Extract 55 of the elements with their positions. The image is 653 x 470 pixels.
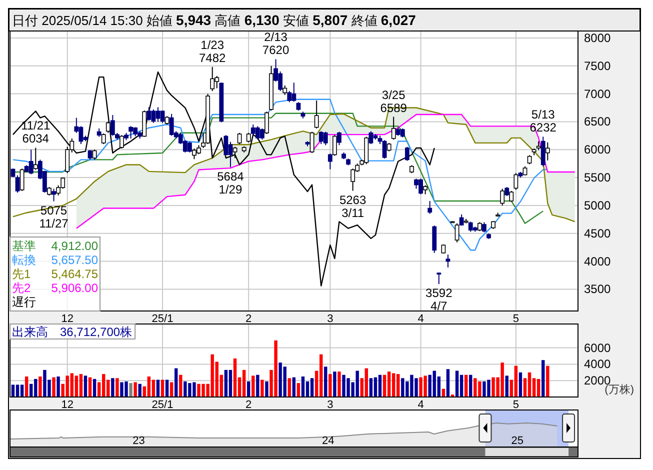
x-tick-label: 3 [327,399,334,411]
annotation: 1/29 [218,182,242,196]
annotation: 5263 [339,192,366,207]
y-tick-label: 5000 [584,198,612,212]
y-tick-label: 4500 [584,226,612,240]
x-tick-label: 5 [512,399,519,411]
annotation: 3/25 [382,88,406,102]
x-tick-label: 23 [132,435,145,447]
x-tick-label: 3 [327,313,334,325]
x-tick-label: 25/1 [152,313,174,325]
annotation: 7482 [199,50,226,65]
text: 遅行 [12,295,36,309]
x-tick-label: 24 [322,435,334,447]
x-tick-label: 25 [511,435,524,447]
annotation: 5,906.00 [51,281,98,295]
text: 先2 [12,281,31,295]
x-tick-label: 2 [246,399,252,411]
y-tick-label: 7500 [584,58,612,73]
annotation: 5684 [217,169,244,184]
x-tick-label: 5 [512,313,519,325]
x-tick-label: 12 [61,399,74,411]
annotation: 11/27 [39,216,69,230]
chart-title: 出来高 36,712,700株 [12,325,132,339]
annotation: 11/21 [21,118,51,133]
annotation: 6034 [22,132,50,146]
annotation: 1/23 [200,38,224,52]
y-tick-label: 5500 [584,170,612,185]
y-tick-label: 6500 [584,114,612,129]
x-tick-label: 4 [418,313,424,325]
x-tick-label: 4 [418,399,424,411]
y-tick-label: 4000 [584,254,612,268]
y-tick-label: 8000 [584,30,612,45]
annotation: 5,464.75 [51,267,98,281]
text: 基準 [12,239,36,253]
y-tick-label: 7000 [584,86,612,101]
y-tick-label: 4000 [584,357,612,372]
chart-title: 日付 2025/05/14 15:30 始値 5,943 高値 6,130 安値 5,807 終値 6,027 [12,12,416,28]
x-tick-label: 2 [246,313,252,325]
annotation: 5075 [40,203,68,218]
annotation: 7620 [262,43,290,58]
y-axis-title: (万株) [604,383,634,396]
annotation: 3/11 [342,206,364,220]
y-tick-label: 6000 [584,142,612,157]
annotation: 5/13 [531,108,556,122]
y-tick-label: 6000 [584,340,612,355]
text: 転換 [12,253,36,267]
annotation: 2/13 [264,30,288,44]
annotation: 4/7 [430,299,448,314]
text: 先1 [12,267,31,281]
annotation: 3592 [426,286,453,300]
y-tick-label: 3500 [584,282,612,296]
annotation: 5,657.50 [51,253,98,267]
annotation: 4,912.00 [51,239,98,253]
x-tick-label: 25/1 [152,399,174,411]
x-tick-label: 12 [61,313,74,325]
